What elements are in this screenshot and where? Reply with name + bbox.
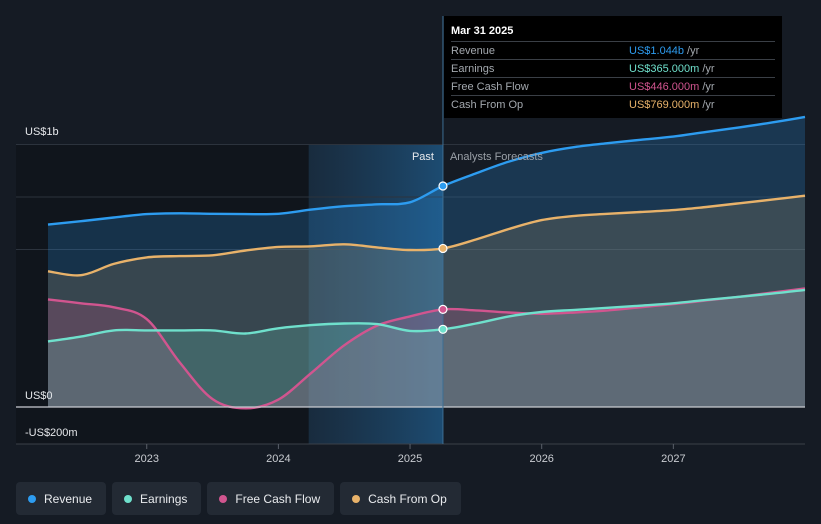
x-tick-label: 2027	[661, 453, 685, 465]
cash-from-op-marker	[438, 243, 448, 254]
series-areas	[48, 116, 805, 409]
revenue-area	[48, 116, 805, 408]
legend-label: Cash From Op	[368, 491, 447, 506]
legend-item-cash-from-op[interactable]: Cash From Op	[340, 482, 461, 515]
legend-label: Free Cash Flow	[235, 491, 321, 506]
forecast-label: Analysts Forecasts	[450, 151, 543, 163]
cash-from-op-line	[47, 194, 806, 277]
series-lines	[47, 115, 806, 410]
tooltip-row-cash-from-op: Cash From Op US$769.000m /yr	[451, 95, 775, 113]
revenue-marker	[438, 181, 448, 191]
free-cash-flow-marker	[438, 304, 448, 314]
revenue-dot-icon	[28, 494, 36, 503]
x-tick-label: 2026	[529, 453, 553, 465]
y-label-bottom: -US$200m	[25, 427, 78, 439]
tooltip-unit: /yr	[702, 98, 715, 111]
earnings-area	[48, 289, 805, 407]
earnings-line	[47, 288, 806, 343]
cash-from-op-area	[48, 195, 805, 407]
tooltip-date: Mar 31 2025	[451, 25, 514, 37]
tooltip-row-revenue: Revenue US$1.044b /yr	[451, 41, 775, 59]
x-axis-ticks: 2023 2024 2025 2026 2027	[134, 444, 686, 465]
tooltip-value: US$365.000m	[629, 62, 700, 75]
tooltip-name: Earnings	[451, 62, 495, 75]
tooltip-row-earnings: Earnings US$365.000m /yr	[451, 59, 775, 77]
tooltip-value: US$446.000m	[629, 80, 700, 93]
pre-past-dark-region	[16, 144, 309, 444]
past-region-shade	[308, 144, 443, 444]
legend-item-free-cash-flow[interactable]: Free Cash Flow	[207, 482, 335, 515]
cash-from-op-dot-icon	[352, 494, 361, 503]
tooltip-value: US$1.044b	[629, 44, 685, 57]
tooltip-unit: /yr	[687, 44, 700, 57]
x-tick-label: 2023	[134, 453, 158, 465]
chart-legend: Revenue Earnings Free Cash Flow Cash Fro…	[16, 482, 467, 515]
y-label-top: US$1b	[25, 126, 59, 138]
tooltip-unit: /yr	[702, 80, 715, 93]
tooltip-row-free-cash-flow: Free Cash Flow US$446.000m /yr	[451, 77, 775, 95]
legend-item-earnings[interactable]: Earnings	[112, 482, 202, 515]
y-label-zero: US$0	[25, 390, 53, 402]
legend-item-revenue[interactable]: Revenue	[16, 482, 107, 515]
tooltip-name: Revenue	[451, 44, 496, 57]
legend-label: Earnings	[140, 491, 188, 506]
free-cash-flow-area	[48, 288, 805, 409]
x-tick-label: 2025	[398, 453, 422, 465]
past-label: Past	[412, 151, 434, 163]
series-markers	[438, 181, 448, 334]
legend-label: Revenue	[44, 491, 93, 506]
revenue-line	[47, 115, 806, 226]
free-cash-flow-dot-icon	[219, 494, 228, 503]
tooltip-name: Cash From Op	[451, 98, 524, 111]
tooltip-value: US$769.000m	[629, 98, 700, 111]
earnings-dot-icon	[124, 494, 133, 503]
tooltip-name: Free Cash Flow	[451, 80, 529, 93]
x-tick-label: 2024	[266, 453, 290, 465]
data-tooltip: Mar 31 2025 Revenue US$1.044b /yr Earnin…	[444, 16, 782, 118]
tooltip-unit: /yr	[702, 62, 715, 75]
earnings-marker	[438, 324, 448, 334]
